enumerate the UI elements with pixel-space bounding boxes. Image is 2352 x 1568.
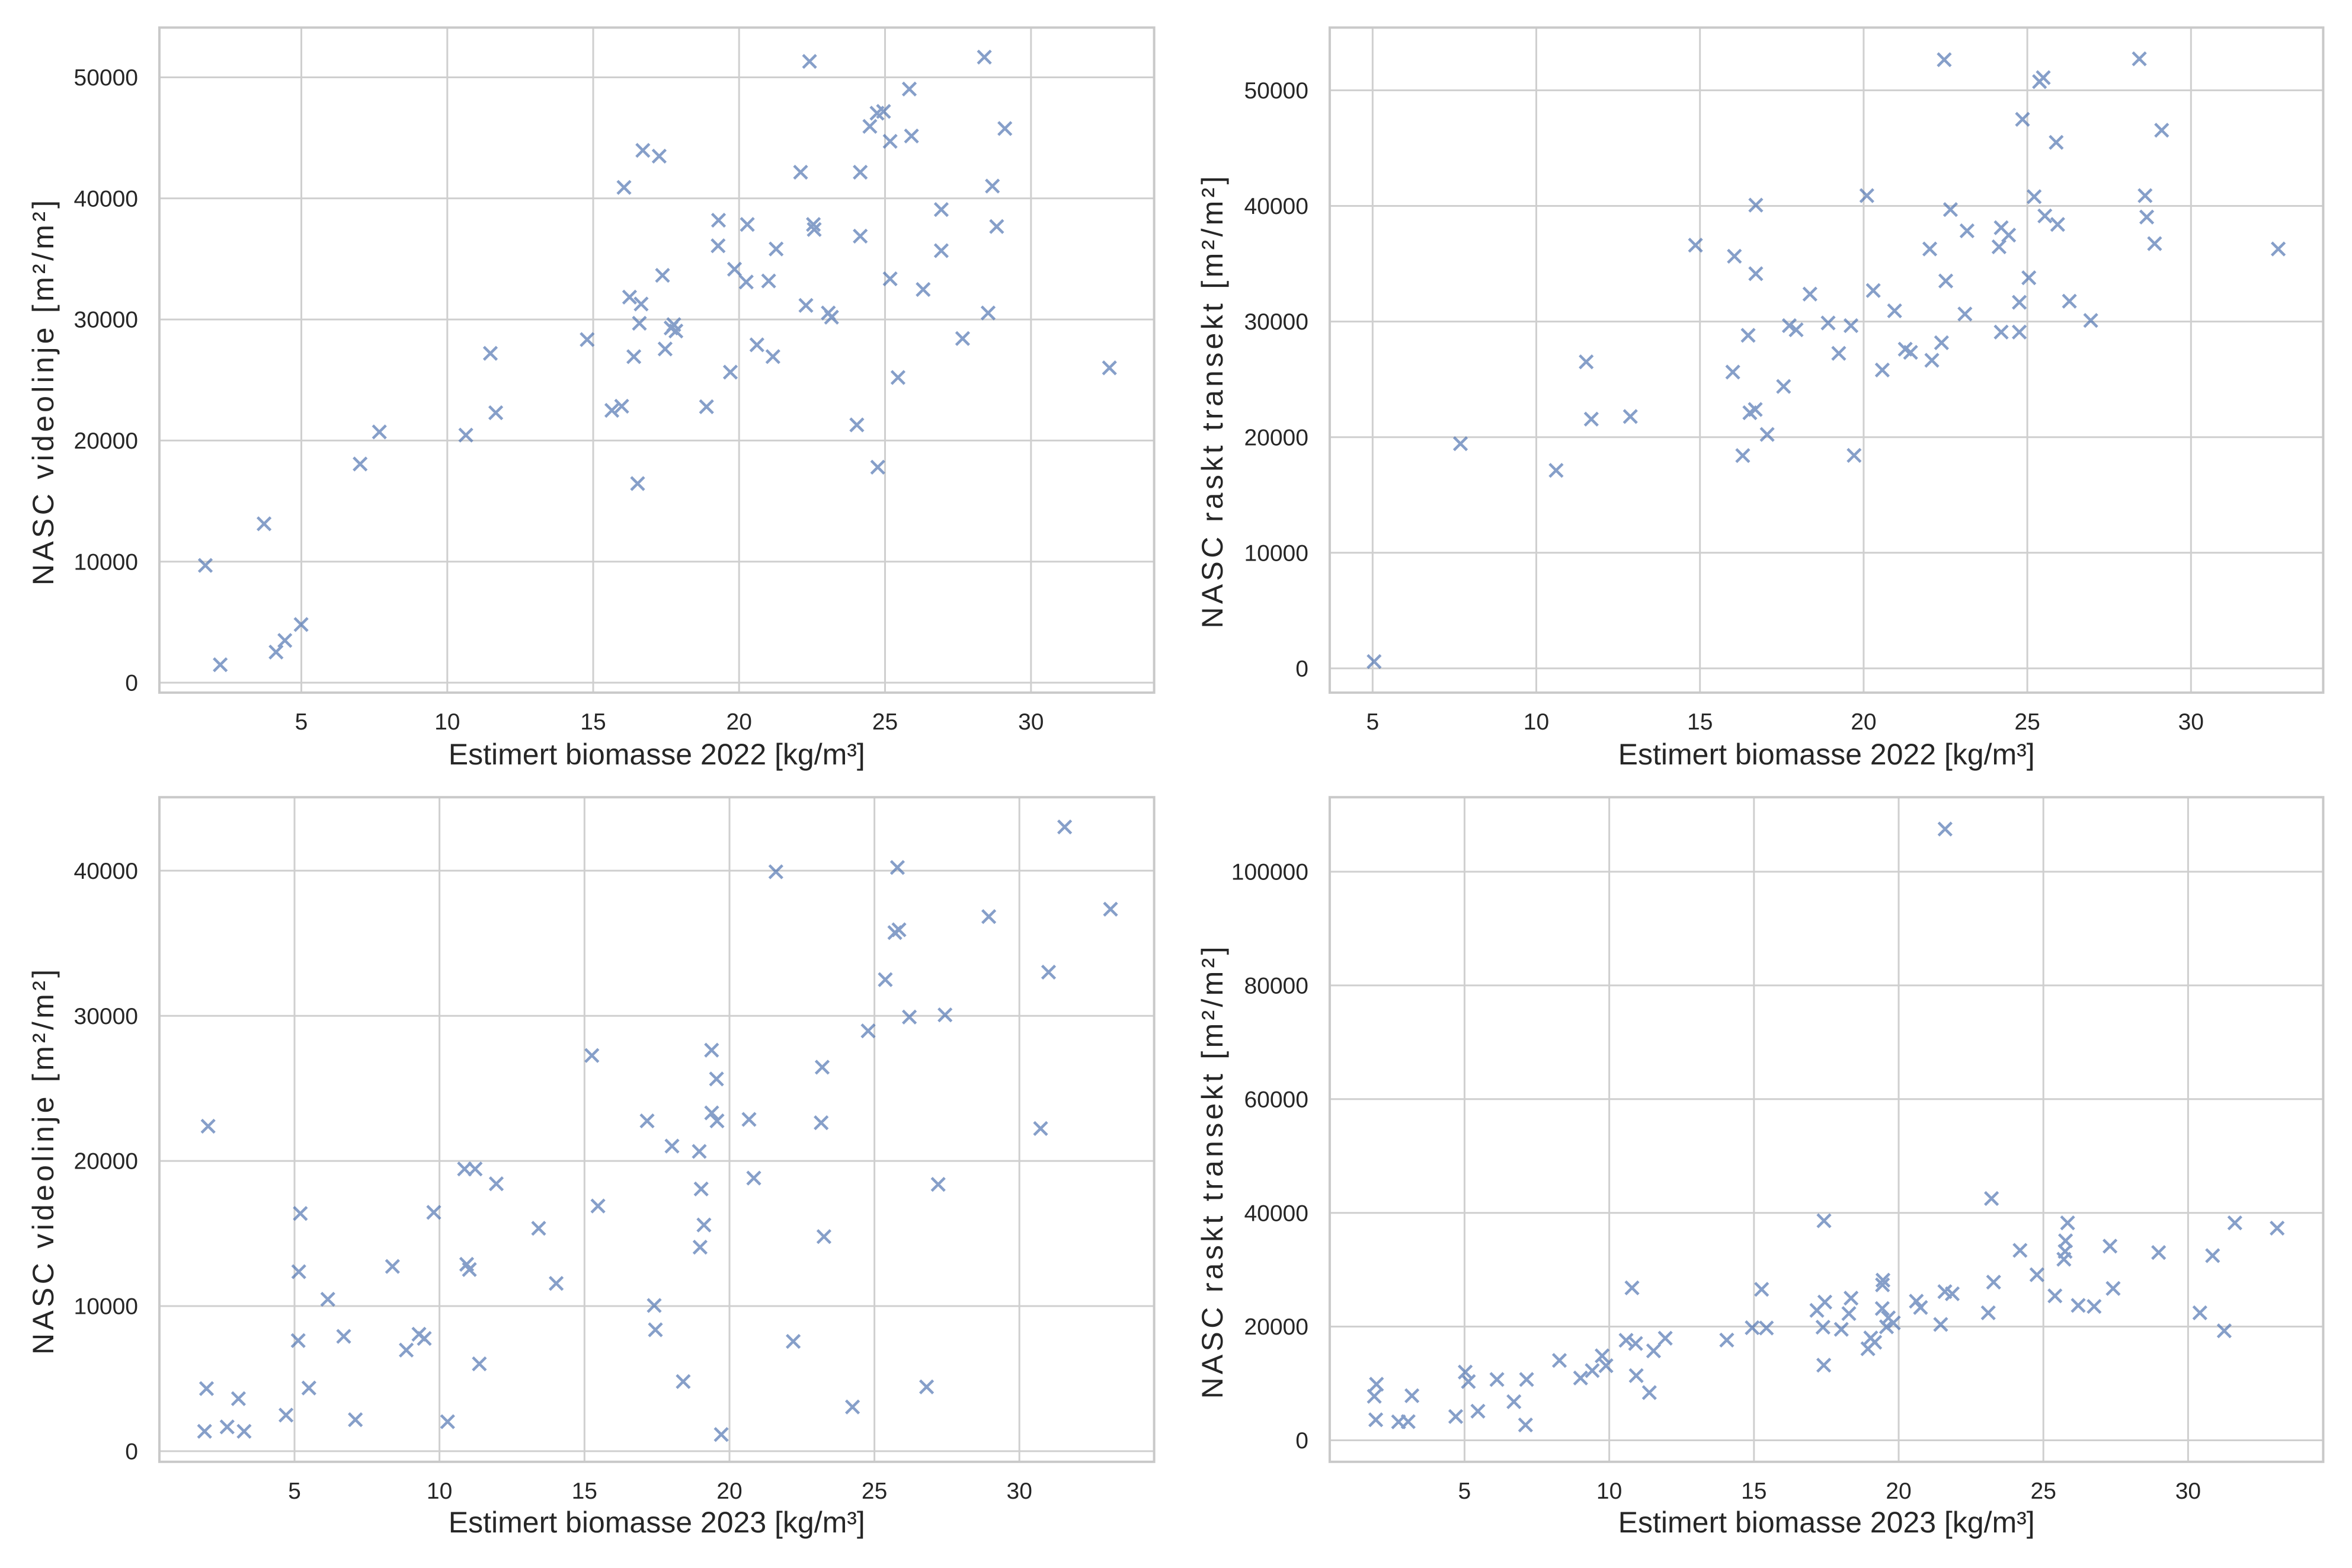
svg-text:40000: 40000: [1244, 194, 1308, 219]
svg-text:25: 25: [872, 709, 898, 735]
svg-text:15: 15: [580, 709, 606, 735]
svg-text:10000: 10000: [1244, 540, 1308, 566]
svg-text:40000: 40000: [74, 186, 138, 212]
svg-text:25: 25: [2014, 709, 2040, 735]
svg-text:10: 10: [427, 1479, 452, 1504]
svg-text:50000: 50000: [74, 65, 138, 91]
svg-text:15: 15: [1741, 1479, 1767, 1504]
svg-text:10: 10: [1596, 1479, 1622, 1504]
svg-text:20000: 20000: [1244, 1314, 1308, 1340]
svg-text:20: 20: [1851, 709, 1876, 735]
svg-text:100000: 100000: [1231, 860, 1308, 885]
svg-text:40000: 40000: [1244, 1201, 1308, 1226]
svg-text:20000: 20000: [74, 428, 138, 454]
svg-text:5: 5: [288, 1479, 301, 1504]
svg-text:0: 0: [125, 671, 138, 696]
svg-text:NASC videolinje [m²/m²]: NASC videolinje [m²/m²]: [27, 969, 60, 1355]
svg-text:30: 30: [1007, 1479, 1032, 1504]
svg-text:20: 20: [727, 709, 752, 735]
svg-text:Estimert biomasse 2023 [kg/m³]: Estimert biomasse 2023 [kg/m³]: [1618, 1506, 2035, 1539]
svg-text:30: 30: [1018, 709, 1044, 735]
svg-text:80000: 80000: [1244, 974, 1308, 999]
svg-text:Estimert biomasse 2022 [kg/m³]: Estimert biomasse 2022 [kg/m³]: [449, 738, 865, 771]
svg-text:Estimert biomasse 2023 [kg/m³]: Estimert biomasse 2023 [kg/m³]: [449, 1506, 865, 1539]
svg-text:20000: 20000: [1244, 425, 1308, 450]
svg-text:10: 10: [434, 709, 460, 735]
svg-text:30000: 30000: [74, 1004, 138, 1029]
svg-text:25: 25: [2031, 1479, 2056, 1504]
svg-text:0: 0: [125, 1439, 138, 1465]
svg-text:30000: 30000: [74, 308, 138, 333]
svg-text:10000: 10000: [74, 549, 138, 575]
svg-text:40000: 40000: [74, 859, 138, 884]
svg-text:NASC videolinje [m²/m²]: NASC videolinje [m²/m²]: [27, 200, 60, 585]
svg-text:10000: 10000: [74, 1294, 138, 1320]
svg-text:10: 10: [1524, 709, 1549, 735]
svg-text:30: 30: [2175, 1479, 2201, 1504]
svg-text:30: 30: [2178, 709, 2204, 735]
svg-text:20: 20: [716, 1479, 742, 1504]
svg-text:5: 5: [1366, 709, 1379, 735]
svg-text:Estimert biomasse 2022 [kg/m³]: Estimert biomasse 2022 [kg/m³]: [1618, 738, 2035, 771]
svg-text:25: 25: [862, 1479, 887, 1504]
svg-text:50000: 50000: [1244, 78, 1308, 104]
svg-text:15: 15: [1687, 709, 1713, 735]
svg-text:30000: 30000: [1244, 309, 1308, 335]
svg-text:20: 20: [1886, 1479, 1911, 1504]
svg-text:0: 0: [1295, 657, 1308, 682]
svg-text:5: 5: [295, 709, 308, 735]
svg-text:20000: 20000: [74, 1149, 138, 1175]
svg-text:5: 5: [1458, 1479, 1471, 1504]
svg-text:15: 15: [572, 1479, 597, 1504]
svg-text:0: 0: [1295, 1428, 1308, 1454]
svg-text:60000: 60000: [1244, 1087, 1308, 1112]
